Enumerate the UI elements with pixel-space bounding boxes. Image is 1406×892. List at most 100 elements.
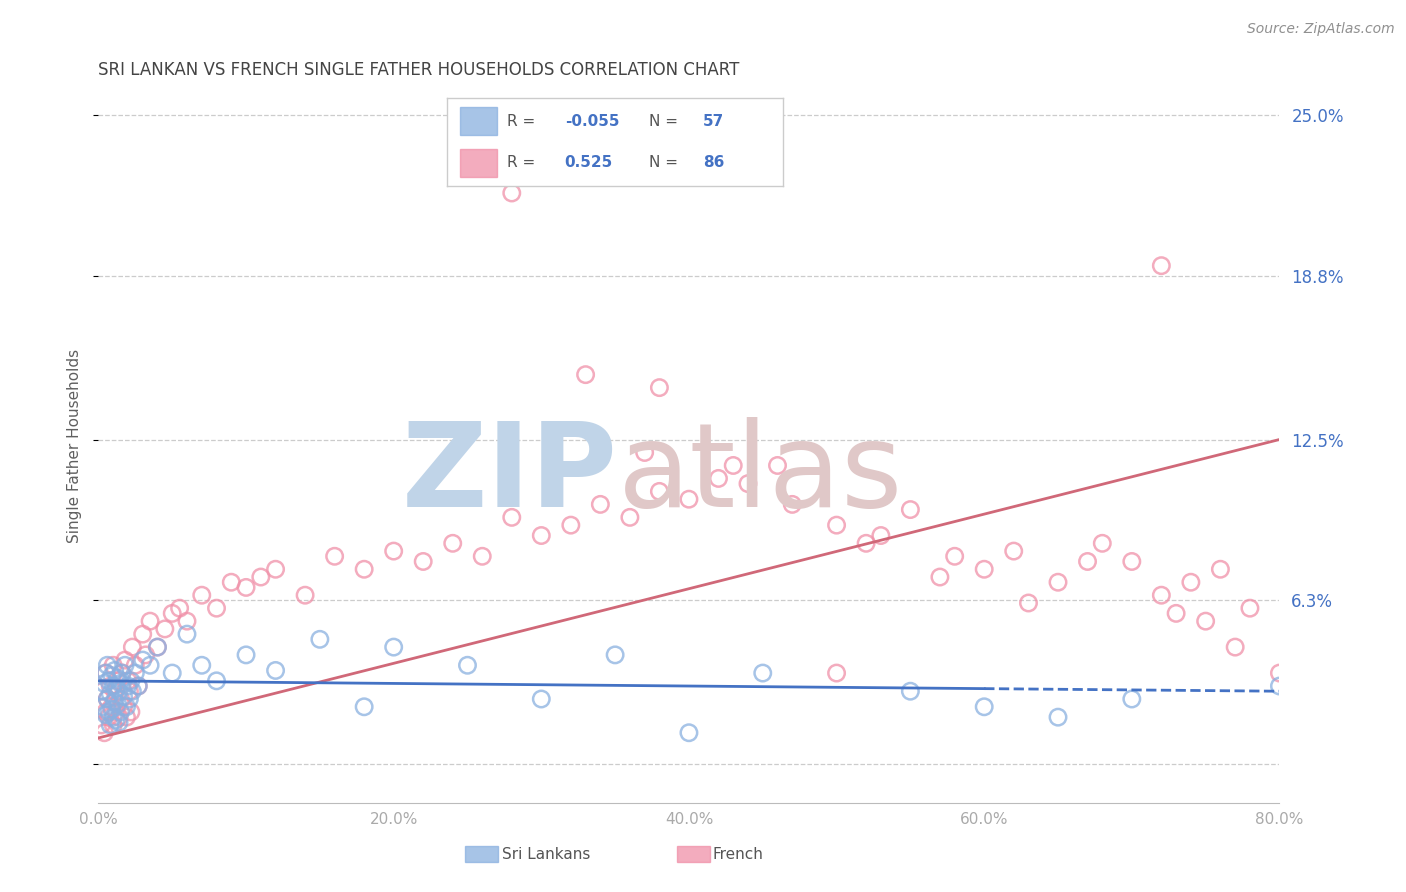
Point [132,653,155,667]
Point [91,684,114,698]
Point [323,549,346,564]
Point [766,458,789,473]
Point [869,528,891,542]
Point [782,497,804,511]
Point [1150,588,1173,602]
Point [1077,554,1099,568]
Point [221,575,243,590]
Point [441,536,464,550]
Point [124,658,146,673]
Point [294,588,316,602]
Point [121,684,143,698]
Text: Sri Lankans: Sri Lankans [502,847,591,862]
Point [100,668,122,682]
Point [94,707,117,722]
Point [973,699,995,714]
Point [855,536,877,550]
Point [501,186,523,200]
Point [560,518,582,533]
Point [1223,640,1246,654]
FancyBboxPatch shape [464,847,498,862]
Point [153,622,176,636]
Point [1239,601,1261,615]
Point [900,684,922,698]
Point [103,710,125,724]
Point [115,699,138,714]
Point [108,715,131,730]
Point [943,549,966,564]
Point [146,640,169,654]
Text: ZIP: ZIP [402,417,619,532]
Point [104,695,127,709]
Point [117,679,139,693]
FancyBboxPatch shape [678,847,710,862]
Text: atlas: atlas [619,417,904,532]
Point [1195,614,1218,628]
Point [112,699,135,714]
Point [574,368,596,382]
Point [111,666,134,681]
Point [1180,575,1202,590]
Point [501,510,523,524]
Point [132,627,155,641]
Point [1017,596,1039,610]
Point [456,658,478,673]
Point [110,705,132,719]
Point [110,692,132,706]
Point [1121,692,1143,706]
Point [530,692,553,706]
Point [751,666,773,681]
Point [121,640,143,654]
Point [678,725,700,739]
Point [90,718,112,732]
Point [1209,562,1232,576]
Point [118,684,141,698]
Point [105,705,128,719]
Point [353,699,375,714]
Point [107,671,129,685]
Point [103,679,125,693]
Point [382,640,405,654]
Point [1164,607,1187,621]
Point [1046,575,1069,590]
Point [605,648,627,662]
Point [648,484,671,499]
Point [111,666,134,681]
Point [108,710,131,724]
Point [100,702,122,716]
Point [97,673,120,688]
Point [120,673,142,688]
Point [191,658,214,673]
Point [1046,710,1069,724]
Point [723,458,745,473]
Point [825,518,848,533]
Point [118,692,141,706]
Point [127,679,149,693]
Point [471,549,494,564]
Point [100,699,122,714]
Point [114,658,136,673]
Point [94,666,117,681]
Point [264,664,287,678]
Point [825,666,848,681]
Point [91,699,114,714]
Point [412,554,434,568]
Point [250,570,273,584]
Point [93,676,115,690]
Point [103,658,125,673]
Point [353,562,375,576]
Point [205,673,228,688]
Point [146,640,169,654]
Point [309,632,332,647]
Point [678,492,700,507]
Point [176,627,198,641]
Point [97,705,120,719]
Point [112,690,135,704]
Point [96,658,118,673]
Point [94,705,117,719]
Point [1150,259,1173,273]
Point [139,614,162,628]
Point [107,697,129,711]
Point [633,445,655,459]
Point [114,653,136,667]
